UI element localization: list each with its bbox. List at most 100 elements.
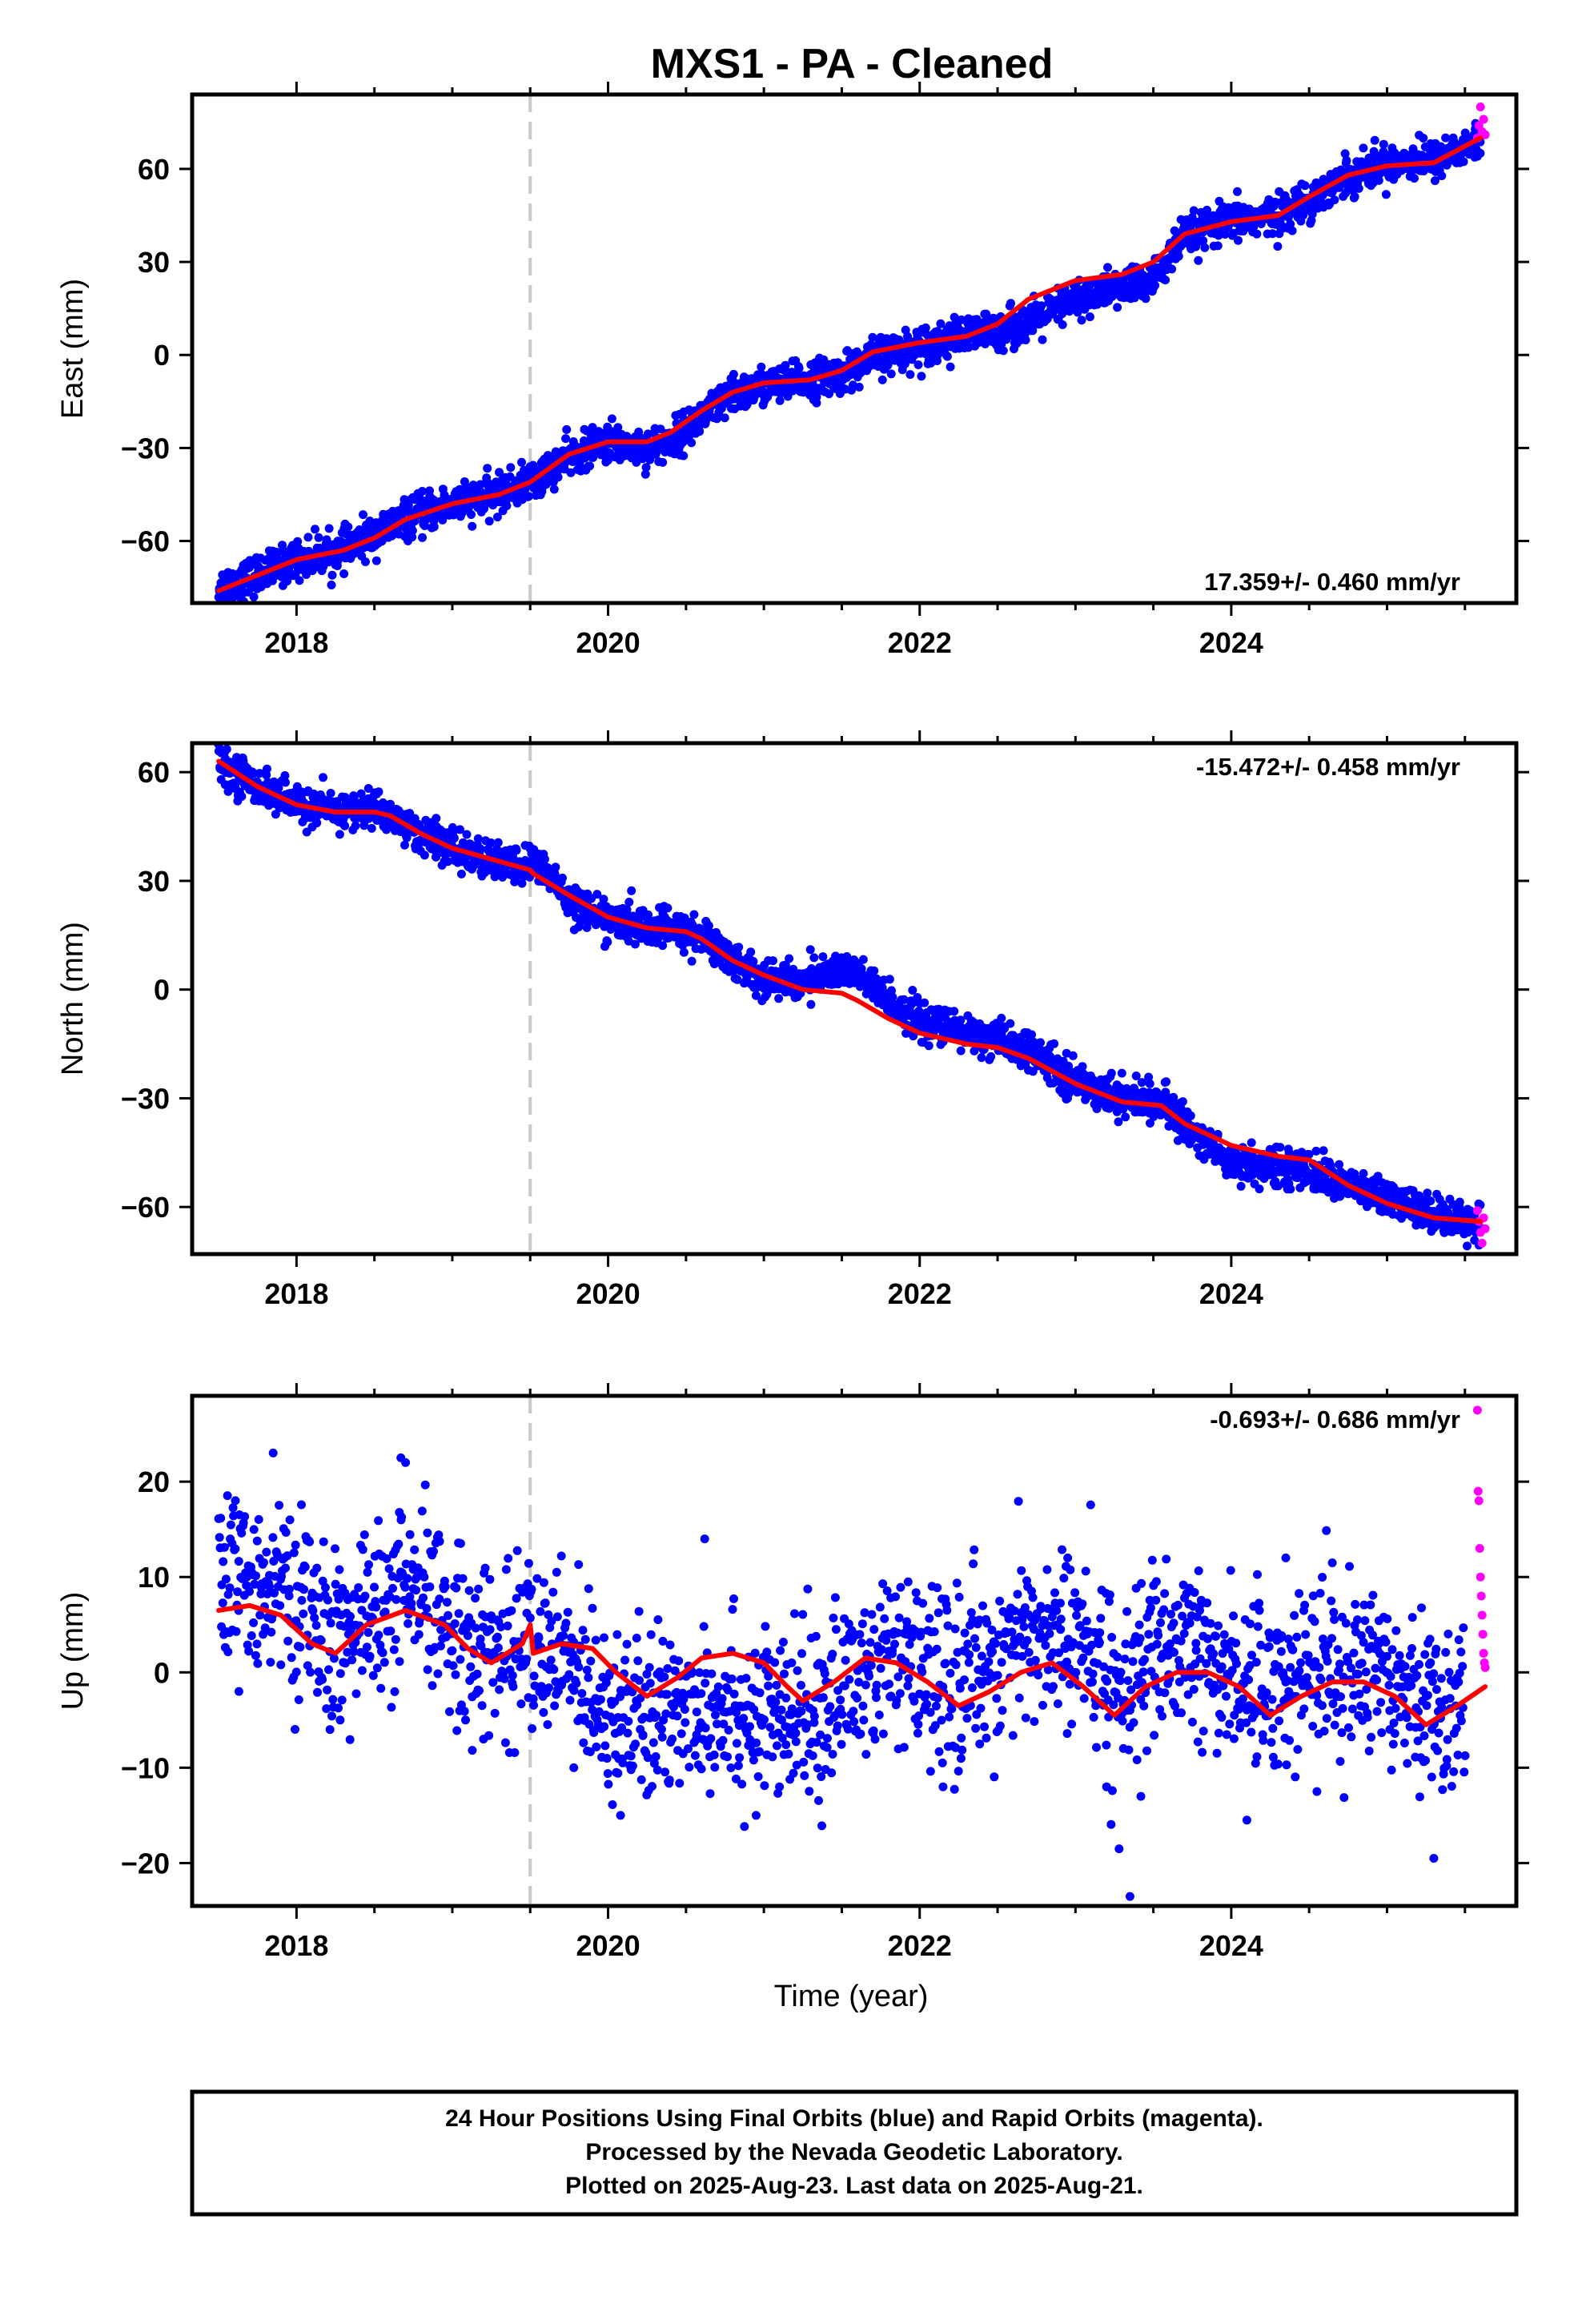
north-final-orbit-point (746, 947, 756, 957)
north-final-orbit-point (1178, 1097, 1187, 1107)
east-final-orbit-point (936, 319, 946, 328)
north-final-orbit-point (1006, 1019, 1015, 1028)
east-final-orbit-point (607, 414, 616, 424)
east-y-tick-label: −60 (121, 525, 170, 558)
east-plot-frame (190, 92, 1519, 605)
east-final-orbit-point (1167, 264, 1177, 274)
east-final-orbit-point (868, 332, 877, 342)
north-final-orbit-point (280, 771, 290, 780)
east-final-orbit-point (886, 369, 896, 379)
north-final-orbit-point (1236, 1181, 1246, 1191)
east-final-orbit-point (905, 370, 915, 380)
east-final-orbit-point (1430, 176, 1439, 186)
east-x-tick-label: 2020 (576, 626, 640, 659)
north-final-orbit-point (319, 773, 327, 782)
north-final-orbit-point (950, 1007, 959, 1016)
east-final-orbit-point (359, 510, 367, 520)
east-final-orbit-point (1459, 157, 1468, 167)
east-final-orbit-point (1203, 205, 1211, 215)
north-final-orbit-point (599, 895, 608, 904)
north-final-orbit-point (751, 991, 761, 1000)
north-final-orbit-point (367, 823, 376, 833)
north-final-orbit-point (1162, 1077, 1171, 1087)
north-final-orbit-point (351, 821, 360, 830)
east-final-orbit-point (1267, 229, 1277, 239)
east-final-orbit-point (408, 526, 417, 536)
east-rate-label: 17.359+/- 0.460 mm/yr (1204, 568, 1460, 596)
north-final-orbit-point (473, 834, 483, 843)
east-final-orbit-point (1350, 192, 1359, 202)
east-final-orbit-point (327, 570, 337, 580)
north-final-orbit-point (1247, 1138, 1256, 1148)
east-final-orbit-point (420, 516, 430, 525)
north-final-orbit-point (749, 957, 758, 966)
north-final-orbit-point (1335, 1160, 1344, 1169)
east-final-orbit-point (942, 352, 952, 361)
north-final-orbit-point (907, 999, 917, 1008)
north-final-orbit-point (476, 844, 485, 854)
north-final-orbit-point (1137, 1078, 1146, 1088)
north-final-orbit-point (704, 921, 713, 931)
north-final-orbit-point (1186, 1111, 1195, 1120)
east-final-orbit-point (679, 451, 689, 460)
east-final-orbit-point (1286, 219, 1295, 229)
north-final-orbit-point (462, 830, 472, 839)
east-final-orbit-point (842, 346, 852, 356)
east-final-orbit-point (303, 533, 313, 542)
east-model-curve (216, 135, 1484, 593)
east-final-orbit-point (339, 569, 349, 578)
north-final-orbit-point (1078, 1062, 1087, 1072)
east-final-orbit-point (1370, 135, 1379, 145)
north-final-orbit-point (456, 869, 466, 879)
east-final-orbit-point (1141, 294, 1150, 304)
east-final-orbit-point (468, 521, 477, 531)
north-final-orbit-point (887, 986, 896, 995)
east-final-orbit-point (900, 359, 909, 368)
north-final-orbit-point (624, 898, 634, 907)
east-final-orbit-point (1077, 316, 1086, 325)
north-final-orbit-point (1050, 1039, 1059, 1048)
east-final-orbit-point (658, 457, 668, 467)
east-data-layer (214, 94, 1490, 603)
north-final-orbit-point (742, 971, 752, 981)
north-final-orbit-point (734, 943, 744, 952)
east-final-orbit-point (613, 423, 623, 432)
east-final-orbit-point (1037, 301, 1046, 311)
east-final-orbit-point (640, 469, 650, 479)
east-final-orbit-point (1194, 255, 1203, 265)
east-final-orbit-point (1330, 195, 1339, 205)
east-final-orbit-point (293, 537, 303, 546)
north-final-orbit-point (512, 846, 521, 855)
east-rapid-orbit-point (1480, 130, 1490, 139)
north-final-orbit-point (449, 833, 459, 842)
north-final-orbit-point (997, 1013, 1006, 1023)
north-final-orbit-point (1117, 1068, 1126, 1078)
north-final-orbit-point (956, 1046, 966, 1055)
east-final-orbit-point (1150, 281, 1160, 290)
north-final-orbit-point (1121, 1112, 1130, 1122)
north-final-orbit-point (774, 994, 784, 1003)
north-final-orbit-point (869, 966, 879, 975)
north-final-orbit-point (1144, 1072, 1154, 1082)
east-final-orbit-point (429, 522, 439, 532)
north-final-orbit-point (1049, 1078, 1058, 1088)
east-y-tick-label: −30 (121, 432, 170, 464)
north-final-orbit-point (663, 903, 673, 913)
east-final-orbit-point (695, 427, 705, 436)
figure-title: MXS1 - PA - Cleaned (651, 41, 1054, 87)
east-final-orbit-point (933, 356, 942, 365)
north-final-orbit-point (986, 1051, 996, 1061)
north-final-orbit-point (603, 937, 612, 947)
east-x-tick-label: 2022 (888, 626, 952, 659)
north-final-orbit-point (281, 778, 290, 787)
north-final-orbit-point (1106, 1068, 1116, 1078)
east-final-orbit-point (492, 513, 502, 522)
east-final-orbit-point (1437, 171, 1447, 180)
north-final-orbit-point (1286, 1184, 1295, 1194)
east-final-orbit-point (506, 463, 516, 472)
north-final-orbit-point (1114, 1117, 1123, 1127)
north-final-orbit-point (1275, 1143, 1285, 1152)
north-final-orbit-point (733, 975, 742, 984)
north-final-orbit-point (1092, 1104, 1102, 1113)
